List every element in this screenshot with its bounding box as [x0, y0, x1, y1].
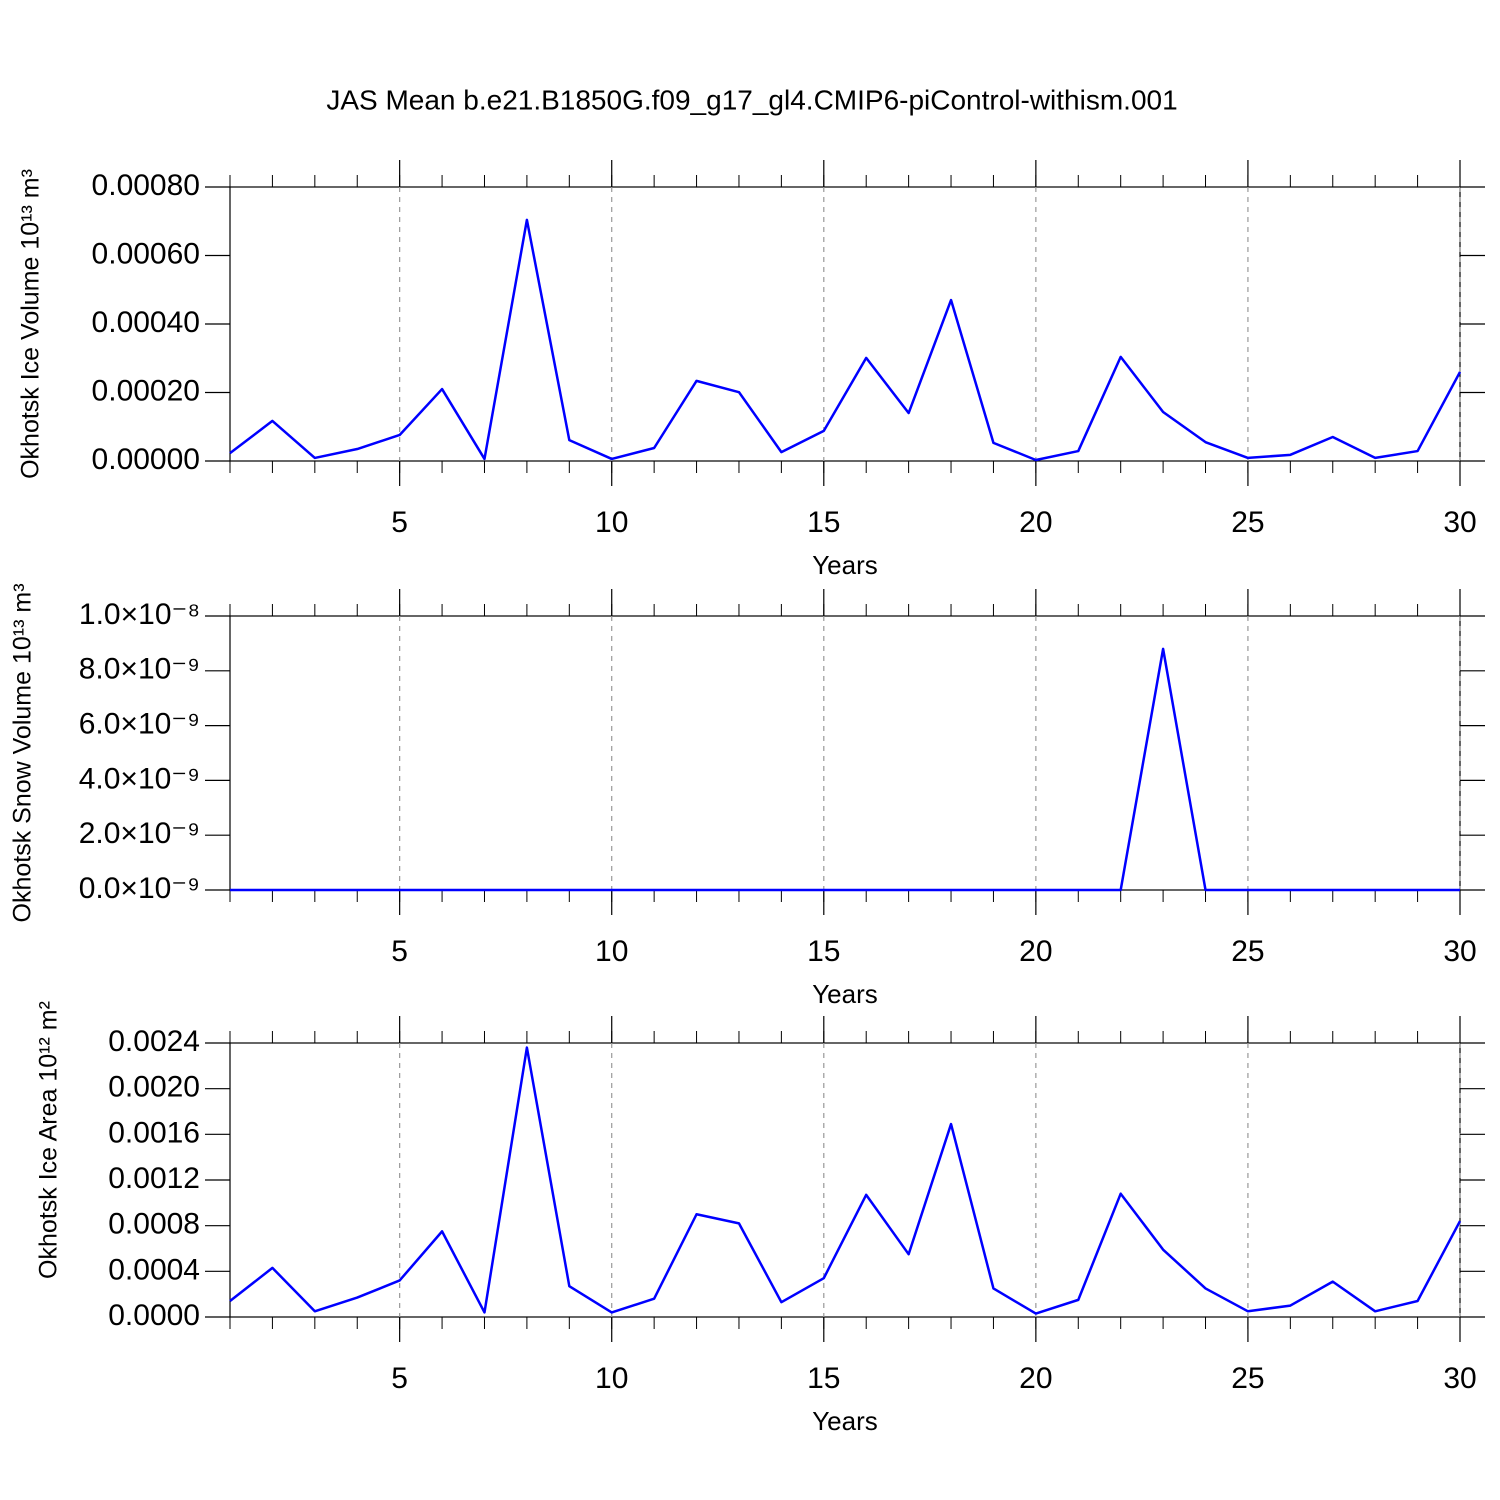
- y-axis-label: Okhotsk Ice Volume 10¹³ m³: [17, 169, 45, 479]
- plot-frame: [229, 615, 1461, 891]
- x-tick-label: 20: [1019, 506, 1052, 539]
- y-tick-label: 0.0016: [108, 1116, 200, 1149]
- data-line: [229, 1046, 1462, 1315]
- y-tick-label: 0.00000: [92, 443, 200, 476]
- x-tick-label: 15: [807, 935, 840, 968]
- x-tick-label: 5: [391, 1362, 408, 1395]
- y-tick-label: 4.0×10⁻⁹: [79, 762, 200, 795]
- x-tick-label: 30: [1443, 1362, 1476, 1395]
- y-tick-label: 0.00060: [92, 237, 200, 270]
- y-axis-label: Okhotsk Snow Volume 10¹³ m³: [9, 583, 37, 922]
- x-tick-label: 10: [595, 935, 628, 968]
- y-tick-label: 0.0024: [108, 1025, 200, 1058]
- y-tick-label: 0.00080: [92, 169, 200, 202]
- y-tick-label: 2.0×10⁻⁹: [79, 817, 200, 850]
- x-tick-label: 15: [807, 1362, 840, 1395]
- x-tick-label: 5: [391, 935, 408, 968]
- x-axis-label: Years: [812, 979, 878, 1009]
- y-tick-label: 0.0004: [108, 1253, 200, 1286]
- x-tick-label: 20: [1019, 1362, 1052, 1395]
- data-line: [230, 647, 1460, 892]
- y-tick-label: 0.0008: [108, 1208, 200, 1241]
- x-tick-label: 25: [1231, 1362, 1264, 1395]
- y-axis-label: Okhotsk Ice Area 10¹² m²: [35, 1001, 63, 1279]
- x-tick-label: 25: [1231, 506, 1264, 539]
- x-tick-label: 15: [807, 506, 840, 539]
- x-tick-label: 30: [1443, 935, 1476, 968]
- x-tick-label: 5: [391, 506, 408, 539]
- chart-title: JAS Mean b.e21.B1850G.f09_g17_gl4.CMIP6-…: [326, 84, 1177, 115]
- y-tick-label: 0.00020: [92, 374, 200, 407]
- y-tick-label: 0.00040: [92, 306, 200, 339]
- x-tick-label: 20: [1019, 935, 1052, 968]
- y-tick-label: 1.0×10⁻⁸: [79, 598, 200, 631]
- x-tick-label: 25: [1231, 935, 1264, 968]
- y-tick-label: 0.0020: [108, 1071, 200, 1104]
- y-tick-label: 6.0×10⁻⁹: [79, 708, 200, 741]
- y-tick-label: 0.0×10⁻⁹: [79, 872, 200, 905]
- x-tick-label: 10: [595, 1362, 628, 1395]
- y-tick-label: 8.0×10⁻⁹: [79, 653, 200, 686]
- x-tick-label: 30: [1443, 506, 1476, 539]
- x-axis-label: Years: [812, 1406, 878, 1436]
- plot-frame: [229, 1042, 1461, 1318]
- y-tick-label: 0.0000: [108, 1299, 200, 1332]
- x-axis-label: Years: [812, 550, 878, 580]
- y-tick-label: 0.0012: [108, 1162, 200, 1195]
- data-line: [229, 218, 1462, 462]
- x-tick-label: 10: [595, 506, 628, 539]
